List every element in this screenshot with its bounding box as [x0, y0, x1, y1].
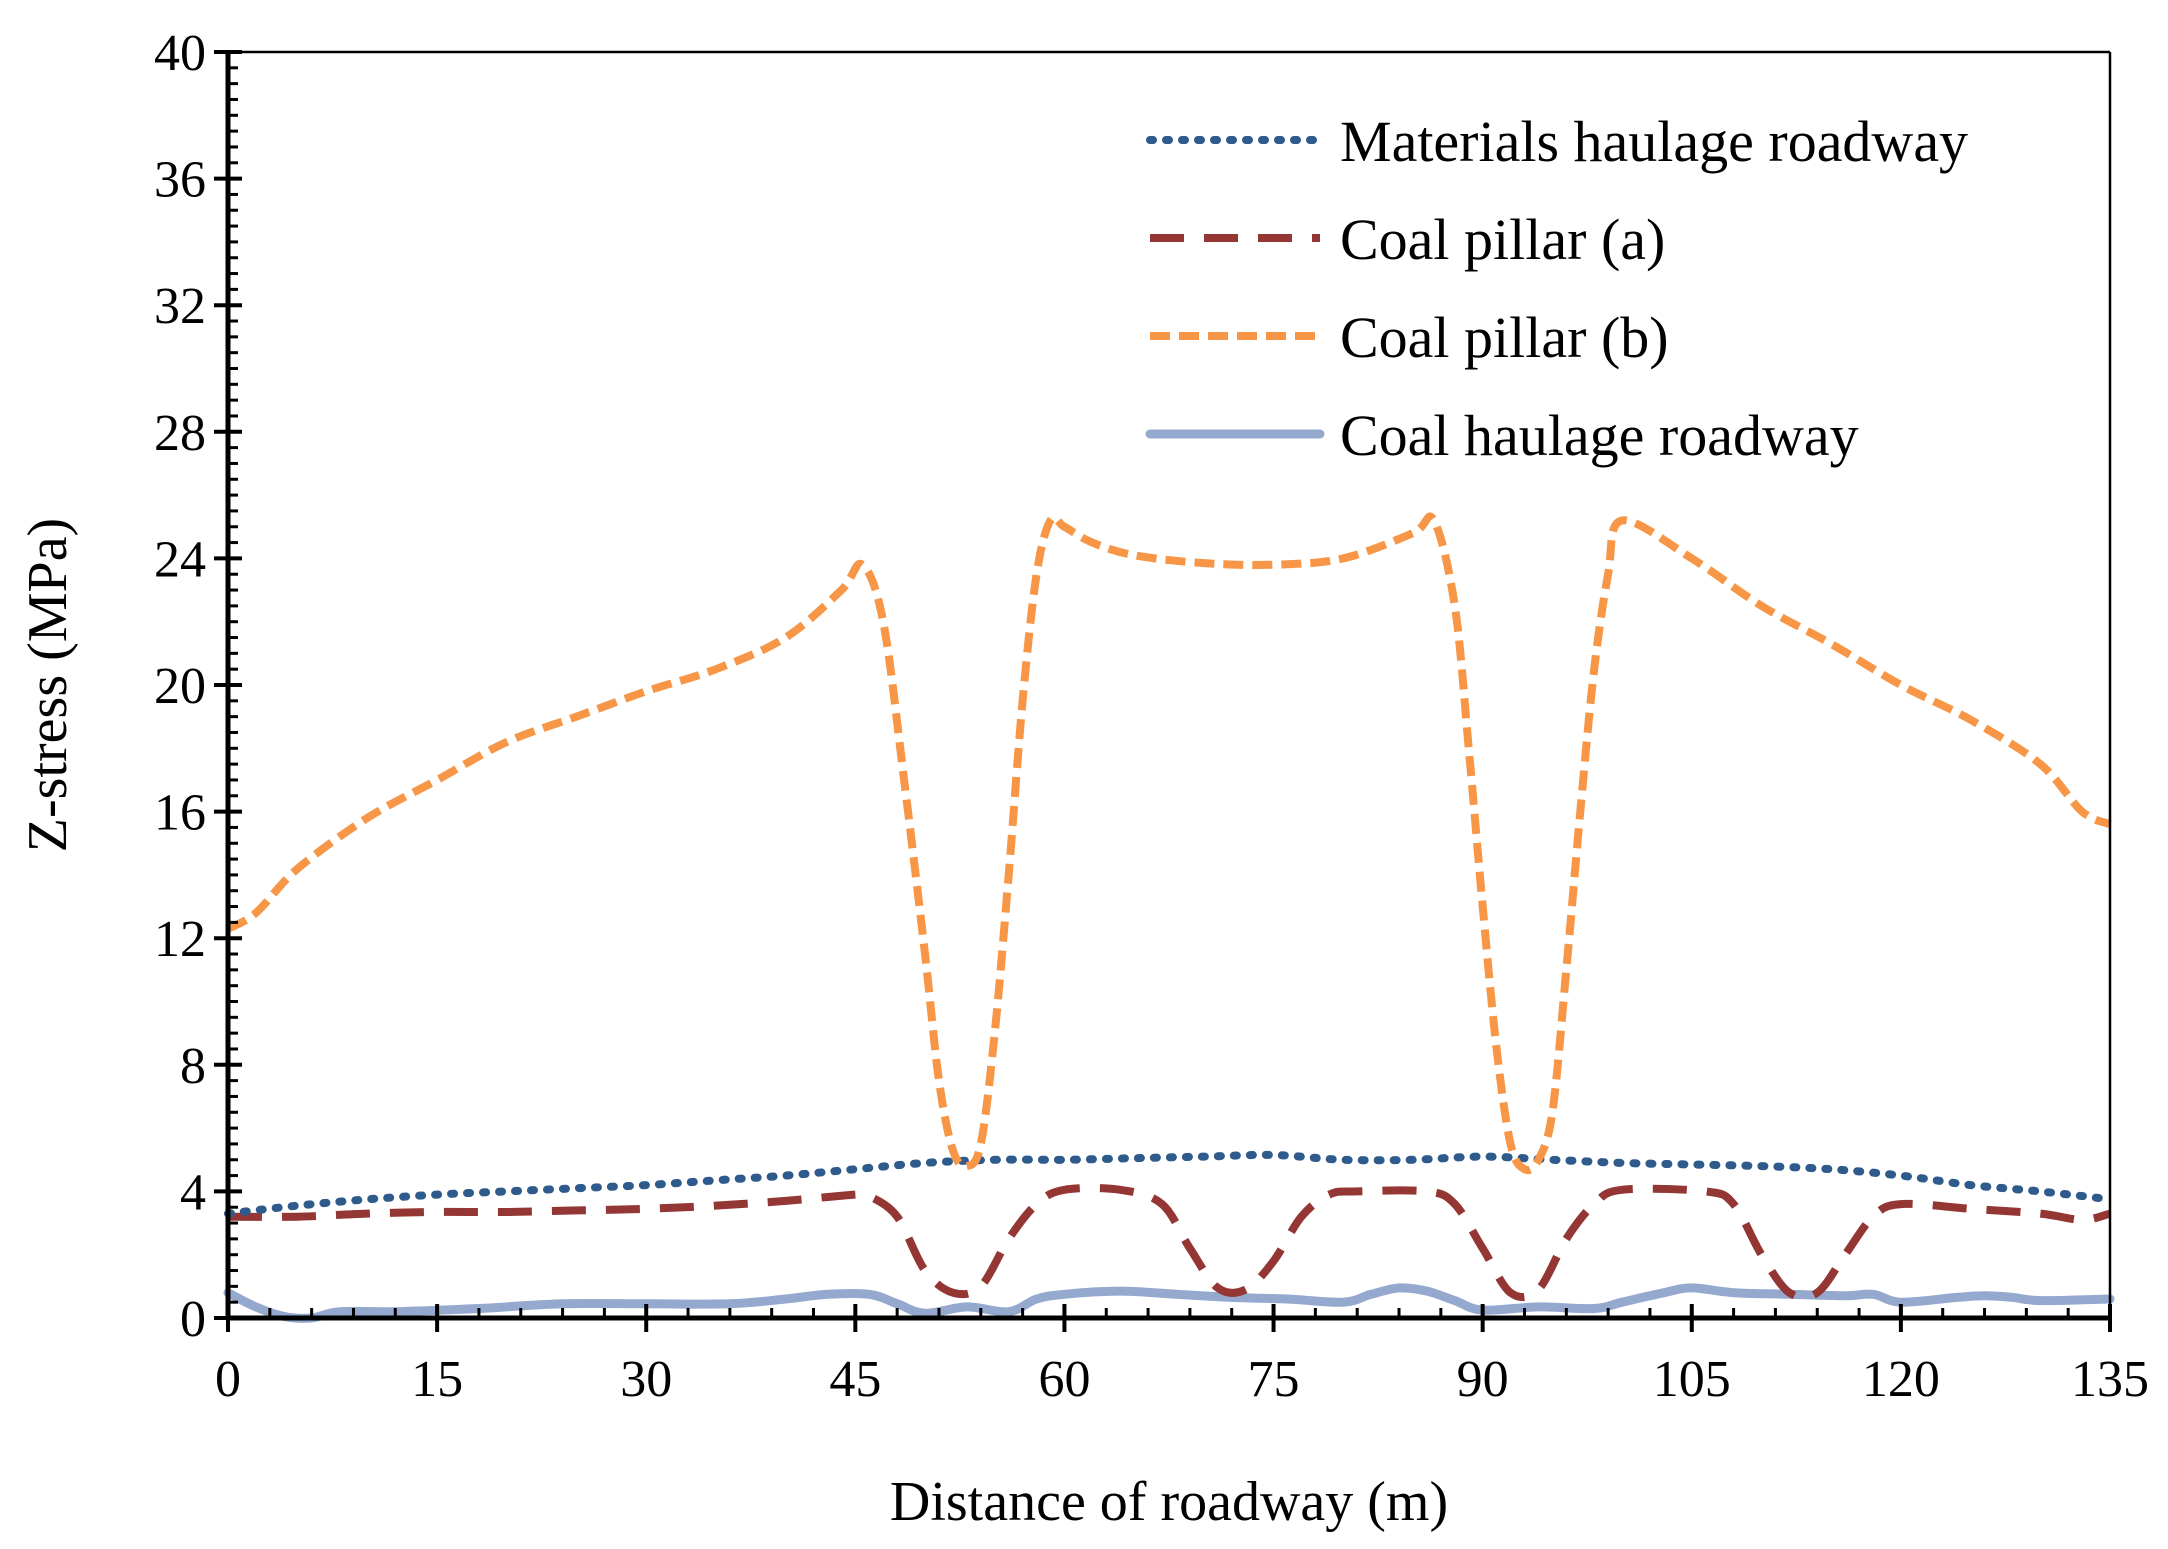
x-tick-label: 60: [1038, 1351, 1090, 1408]
y-tick-label: 36: [154, 152, 206, 209]
y-tick-label: 24: [154, 531, 206, 588]
y-tick-label: 16: [154, 785, 206, 842]
y-axis-title: Z-stress (MPa): [17, 518, 79, 852]
x-axis-title: Distance of roadway (m): [890, 1471, 1448, 1533]
x-tick-label: 90: [1457, 1351, 1509, 1408]
series-line-coal-pillar-a: [227, 1184, 2112, 1302]
series-line-materials-haulage-roadway: [224, 1150, 2114, 1218]
y-tick-label: 20: [154, 658, 206, 715]
y-tick-label: 12: [154, 911, 206, 968]
y-tick-label: 0: [180, 1291, 206, 1348]
y-tick-label: 28: [154, 405, 206, 462]
legend-label-coal-pillar-a: Coal pillar (a): [1340, 207, 1665, 272]
x-tick-label: 75: [1248, 1351, 1300, 1408]
x-tick-label: 120: [1862, 1351, 1940, 1408]
series-line-coal-pillar-b: [226, 512, 2112, 1175]
x-tick-label: 30: [620, 1351, 672, 1408]
legend-label-materials-haulage-roadway: Materials haulage roadway: [1340, 109, 1968, 174]
series-line-coal-haulage-roadway: [223, 1283, 2115, 1323]
x-tick-label: 15: [411, 1351, 463, 1408]
x-tick-label: 0: [215, 1351, 241, 1408]
legend-label-coal-pillar-b: Coal pillar (b): [1340, 305, 1669, 370]
x-tick-label: 135: [2071, 1351, 2149, 1408]
ticks-layer: 0 4 8 12 16 20 24 28 32 36 40 0 15 30 45 60 75 90 105 120 13…: [154, 25, 2149, 1408]
series-layer: [223, 512, 2115, 1323]
y-tick-label: 8: [180, 1038, 206, 1095]
x-tick-label: 45: [829, 1351, 881, 1408]
x-tick-label: 105: [1653, 1351, 1731, 1408]
y-tick-label: 4: [180, 1164, 206, 1221]
y-tick-label: 32: [154, 278, 206, 335]
legend: Materials haulage roadway Coal pillar (a)…: [1145, 109, 1968, 468]
legend-label-coal-haulage-roadway: Coal haulage roadway: [1340, 403, 1859, 468]
y-tick-label: 40: [154, 25, 206, 82]
